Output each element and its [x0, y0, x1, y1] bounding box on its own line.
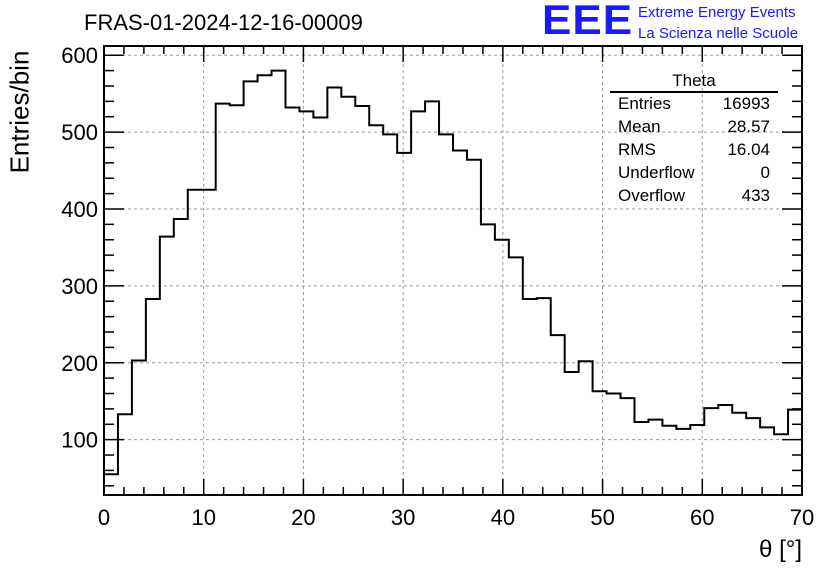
x-tick-label: 50 [590, 505, 614, 530]
stats-label: RMS [618, 140, 656, 159]
x-tick-label: 20 [291, 505, 315, 530]
eee-logo: EEE [542, 0, 634, 44]
stats-row-underflow: Underflow 0 [610, 162, 778, 185]
y-tick-label: 400 [61, 197, 98, 222]
chart-title: FRAS-01-2024-12-16-00009 [84, 10, 363, 35]
stats-row-entries: Entries 16993 [610, 93, 778, 116]
y-tick-label: 600 [61, 43, 98, 68]
x-tick-label: 0 [98, 505, 110, 530]
stats-row-overflow: Overflow 433 [610, 185, 778, 208]
y-tick-label: 100 [61, 428, 98, 453]
stats-label: Underflow [618, 163, 695, 182]
stats-label: Entries [618, 94, 671, 113]
x-tick-label: 30 [391, 505, 415, 530]
stats-value: 0 [760, 163, 770, 182]
grid-lines [104, 46, 802, 495]
logo-line-2: La Scienza nelle Scuole [638, 25, 799, 42]
y-tick-label: 300 [61, 274, 98, 299]
stats-value: 16993 [722, 94, 770, 113]
stats-label: Mean [618, 117, 661, 136]
y-axis-label: Entries/bin [4, 50, 35, 174]
y-tick-label: 200 [61, 351, 98, 376]
stats-value: 433 [741, 186, 770, 205]
stats-value: 28.57 [727, 117, 770, 136]
x-tick-label: 40 [491, 505, 515, 530]
stats-row-rms: RMS 16.04 [610, 139, 778, 162]
stats-header: Theta [610, 72, 778, 93]
y-tick-label: 500 [61, 120, 98, 145]
stats-label: Overflow [618, 186, 686, 205]
plot-frame [103, 45, 803, 496]
y-tick-labels: 100 200 300 400 500 600 [61, 43, 98, 452]
x-axis-label: θ [°] [759, 536, 802, 563]
stats-box: Theta Entries 16993 Mean 28.57 RMS 16.04… [610, 72, 778, 208]
histogram-outline [104, 69, 802, 476]
axis-ticks [103, 46, 803, 495]
logo-line-1: Extreme Energy Events [638, 4, 796, 21]
x-tick-label: 70 [790, 505, 814, 530]
stats-value: 16.04 [727, 140, 770, 159]
x-tick-label: 10 [191, 505, 215, 530]
x-tick-labels: 0 10 20 30 40 50 60 70 [98, 505, 814, 530]
x-tick-label: 60 [690, 505, 714, 530]
stats-row-mean: Mean 28.57 [610, 116, 778, 139]
